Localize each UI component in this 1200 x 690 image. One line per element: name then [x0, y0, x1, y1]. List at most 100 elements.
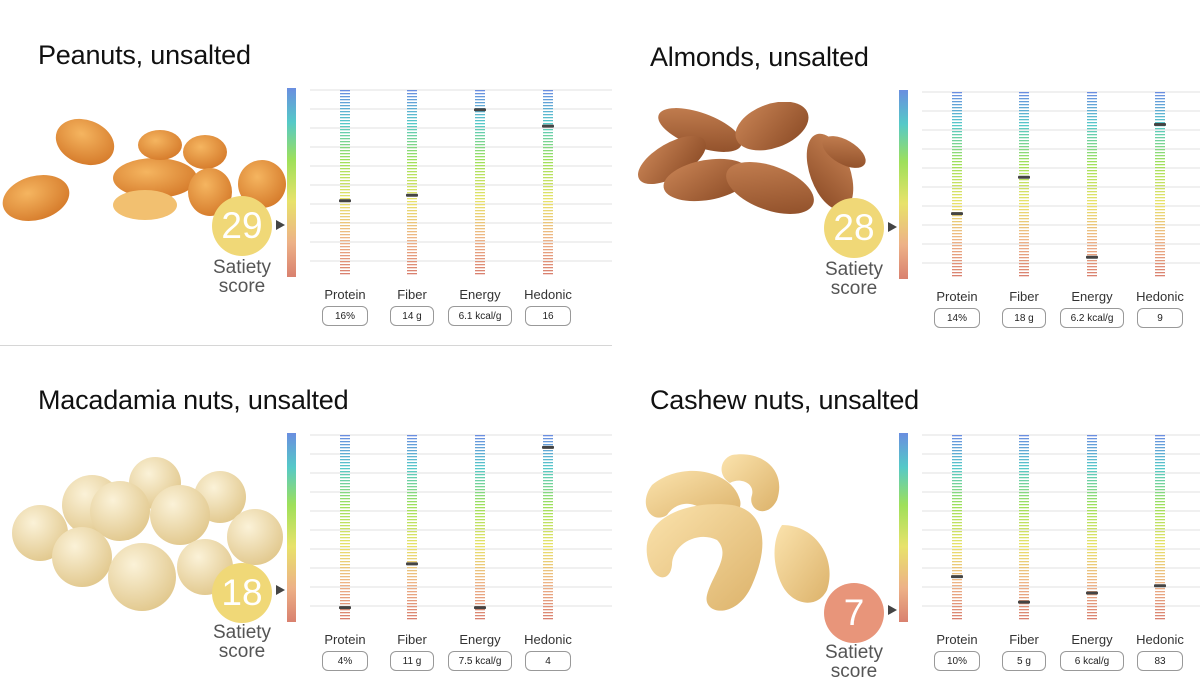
column-segment [340, 267, 350, 269]
column-segment [340, 519, 350, 521]
column-segment [407, 444, 417, 446]
metric-marker-fiber [1018, 600, 1030, 604]
column-segment [1019, 248, 1029, 250]
column-segment [475, 210, 485, 212]
column-segment [543, 612, 553, 614]
column-segment [340, 495, 350, 497]
column-segment [1155, 95, 1165, 97]
column-segment [952, 272, 962, 274]
column-segment [1155, 161, 1165, 163]
column-segment [475, 450, 485, 452]
column-segment [475, 186, 485, 188]
column-segment [1155, 450, 1165, 452]
column-segment [952, 176, 962, 178]
column-segment [543, 264, 553, 266]
column-segment [475, 243, 485, 245]
column-segment [407, 114, 417, 116]
column-segment [1155, 239, 1165, 241]
column-segment [952, 540, 962, 542]
column-segment [407, 501, 417, 503]
column-segment [1087, 498, 1097, 500]
column-segment [340, 147, 350, 149]
column-segment [543, 519, 553, 521]
column-segment [1019, 480, 1029, 482]
column-segment [952, 579, 962, 581]
column-segment [475, 204, 485, 206]
column-segment [1019, 555, 1029, 557]
column-segment [1155, 245, 1165, 247]
metric-marker-protein [339, 199, 351, 203]
column-segment [407, 126, 417, 128]
column-segment [952, 107, 962, 109]
column-segment [1087, 606, 1097, 608]
column-segment [1087, 459, 1097, 461]
column-segment [1155, 131, 1165, 133]
column-segment [1155, 149, 1165, 151]
metric-label-protein: Protein [324, 632, 366, 647]
column-segment [543, 177, 553, 179]
column-segment [1087, 579, 1097, 581]
column-segment [1087, 191, 1097, 193]
column-segment [475, 612, 485, 614]
column-segment [340, 126, 350, 128]
column-segment [543, 153, 553, 155]
column-segment [1019, 101, 1029, 103]
column-segment [340, 615, 350, 617]
column-segment [1087, 507, 1097, 509]
column-segment [543, 252, 553, 254]
column-segment [952, 257, 962, 259]
column-segment [1019, 612, 1029, 614]
column-segment [952, 594, 962, 596]
column-segment [340, 141, 350, 143]
column-segment [1087, 474, 1097, 476]
column-segment [340, 462, 350, 464]
column-segment [340, 246, 350, 248]
column-segment [952, 104, 962, 106]
column-segment [407, 264, 417, 266]
column-segment [952, 582, 962, 584]
column-segment [952, 260, 962, 262]
column-segment [1019, 224, 1029, 226]
column-segment [475, 111, 485, 113]
column-segment [543, 477, 553, 479]
column-segment [1087, 239, 1097, 241]
metric-marker-energy [474, 108, 486, 112]
column-segment [543, 474, 553, 476]
column-segment [1155, 107, 1165, 109]
column-segment [1019, 119, 1029, 121]
column-segment [407, 174, 417, 176]
column-segment [407, 459, 417, 461]
column-segment [475, 231, 485, 233]
column-segment [340, 483, 350, 485]
column-segment [1019, 507, 1029, 509]
column-segment [952, 510, 962, 512]
metric-label-fiber: Fiber [397, 632, 427, 647]
column-segment [340, 207, 350, 209]
column-segment [1019, 173, 1029, 175]
column-segment [1087, 251, 1097, 253]
column-segment [543, 435, 553, 437]
column-segment [1019, 242, 1029, 244]
column-segment [543, 522, 553, 524]
column-segment [1155, 522, 1165, 524]
column-segment [475, 123, 485, 125]
column-segment [1019, 534, 1029, 536]
column-segment [1019, 191, 1029, 193]
column-segment [340, 480, 350, 482]
score-pointer [888, 222, 897, 232]
column-segment [1155, 212, 1165, 214]
column-segment [1019, 233, 1029, 235]
column-segment [475, 489, 485, 491]
nutrient-chart [310, 434, 612, 620]
column-segment [1087, 501, 1097, 503]
column-segment [340, 507, 350, 509]
column-segment [1155, 260, 1165, 262]
column-segment [475, 501, 485, 503]
metric-marker-hedonic [542, 124, 554, 128]
column-segment [407, 168, 417, 170]
column-segment [1087, 435, 1097, 437]
column-segment [1087, 272, 1097, 274]
column-segment [340, 93, 350, 95]
column-segment [407, 552, 417, 554]
column-segment [1087, 561, 1097, 563]
